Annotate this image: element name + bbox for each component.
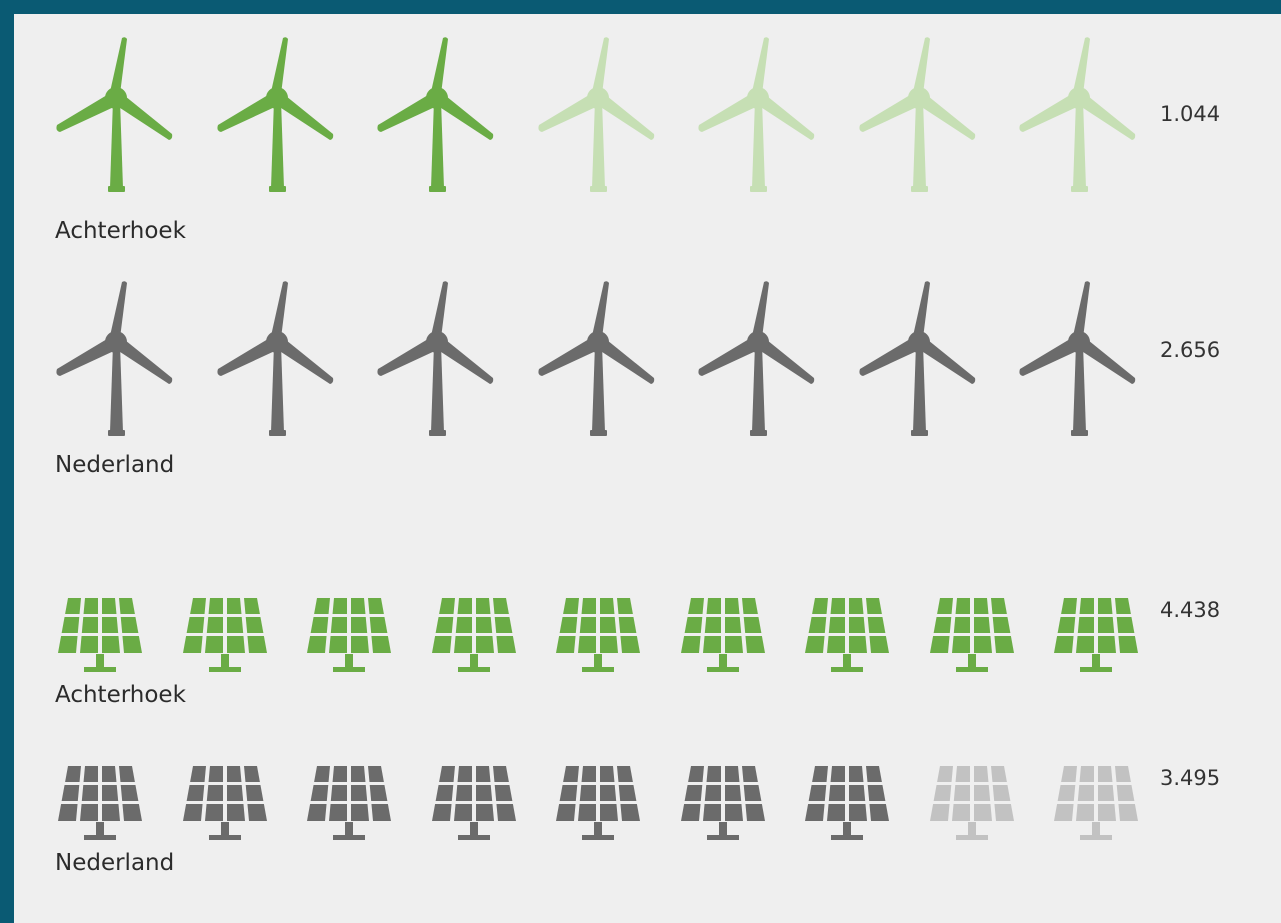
solar-nederland-value: 3.495 bbox=[1160, 766, 1221, 790]
wind-turbine-icon bbox=[696, 36, 820, 196]
solar-panel-icon bbox=[677, 598, 769, 678]
solar-panel-icon bbox=[428, 766, 520, 846]
solar-achterhoek-label: Achterhoek bbox=[55, 682, 186, 708]
solar-panel-icon bbox=[926, 598, 1018, 678]
solar-nederland-row: 3.495 Nederland bbox=[14, 750, 1281, 890]
solar-panel-icon bbox=[303, 766, 395, 846]
wind-turbine-icon bbox=[857, 36, 981, 196]
wind-turbine-icon bbox=[536, 280, 660, 440]
wind-achterhoek-value: 1.044 bbox=[1160, 102, 1221, 126]
wind-achterhoek-label: Achterhoek bbox=[55, 218, 186, 244]
wind-turbine-icon bbox=[215, 280, 339, 440]
wind-turbine-icon bbox=[375, 36, 499, 196]
wind-nederland-value: 2.656 bbox=[1160, 338, 1221, 362]
wind-achterhoek-row: 1.044 Achterhoek bbox=[14, 36, 1281, 266]
solar-panel-icon bbox=[677, 766, 769, 846]
wind-turbine-icon bbox=[54, 36, 178, 196]
solar-panel-icon bbox=[179, 766, 271, 846]
wind-turbine-icon bbox=[1017, 36, 1141, 196]
solar-achterhoek-row: 4.438 Achterhoek bbox=[14, 582, 1281, 722]
solar-panel-icon bbox=[1050, 766, 1142, 846]
solar-panel-icon bbox=[926, 766, 1018, 846]
solar-panel-icon bbox=[54, 766, 146, 846]
wind-nederland-icons bbox=[14, 280, 1281, 510]
solar-nederland-label: Nederland bbox=[55, 850, 175, 876]
wind-turbine-icon bbox=[857, 280, 981, 440]
wind-nederland-row: 2.656 Nederland bbox=[14, 280, 1281, 510]
solar-panel-icon bbox=[801, 598, 893, 678]
solar-achterhoek-icons bbox=[14, 582, 1281, 722]
wind-turbine-icon bbox=[696, 280, 820, 440]
solar-panel-icon bbox=[303, 598, 395, 678]
solar-panel-icon bbox=[179, 598, 271, 678]
solar-nederland-icons bbox=[14, 750, 1281, 890]
wind-nederland-label: Nederland bbox=[55, 452, 175, 478]
solar-panel-icon bbox=[54, 598, 146, 678]
wind-turbine-icon bbox=[54, 280, 178, 440]
wind-turbine-icon bbox=[215, 36, 339, 196]
solar-panel-icon bbox=[552, 598, 644, 678]
infographic-panel: 1.044 Achterhoek 2.656 Nederland 4.438 A… bbox=[14, 14, 1281, 923]
solar-achterhoek-value: 4.438 bbox=[1160, 598, 1221, 622]
wind-turbine-icon bbox=[1017, 280, 1141, 440]
wind-turbine-icon bbox=[536, 36, 660, 196]
solar-panel-icon bbox=[552, 766, 644, 846]
solar-panel-icon bbox=[428, 598, 520, 678]
wind-turbine-icon bbox=[375, 280, 499, 440]
solar-panel-icon bbox=[801, 766, 893, 846]
solar-panel-icon bbox=[1050, 598, 1142, 678]
wind-achterhoek-icons bbox=[14, 36, 1281, 266]
